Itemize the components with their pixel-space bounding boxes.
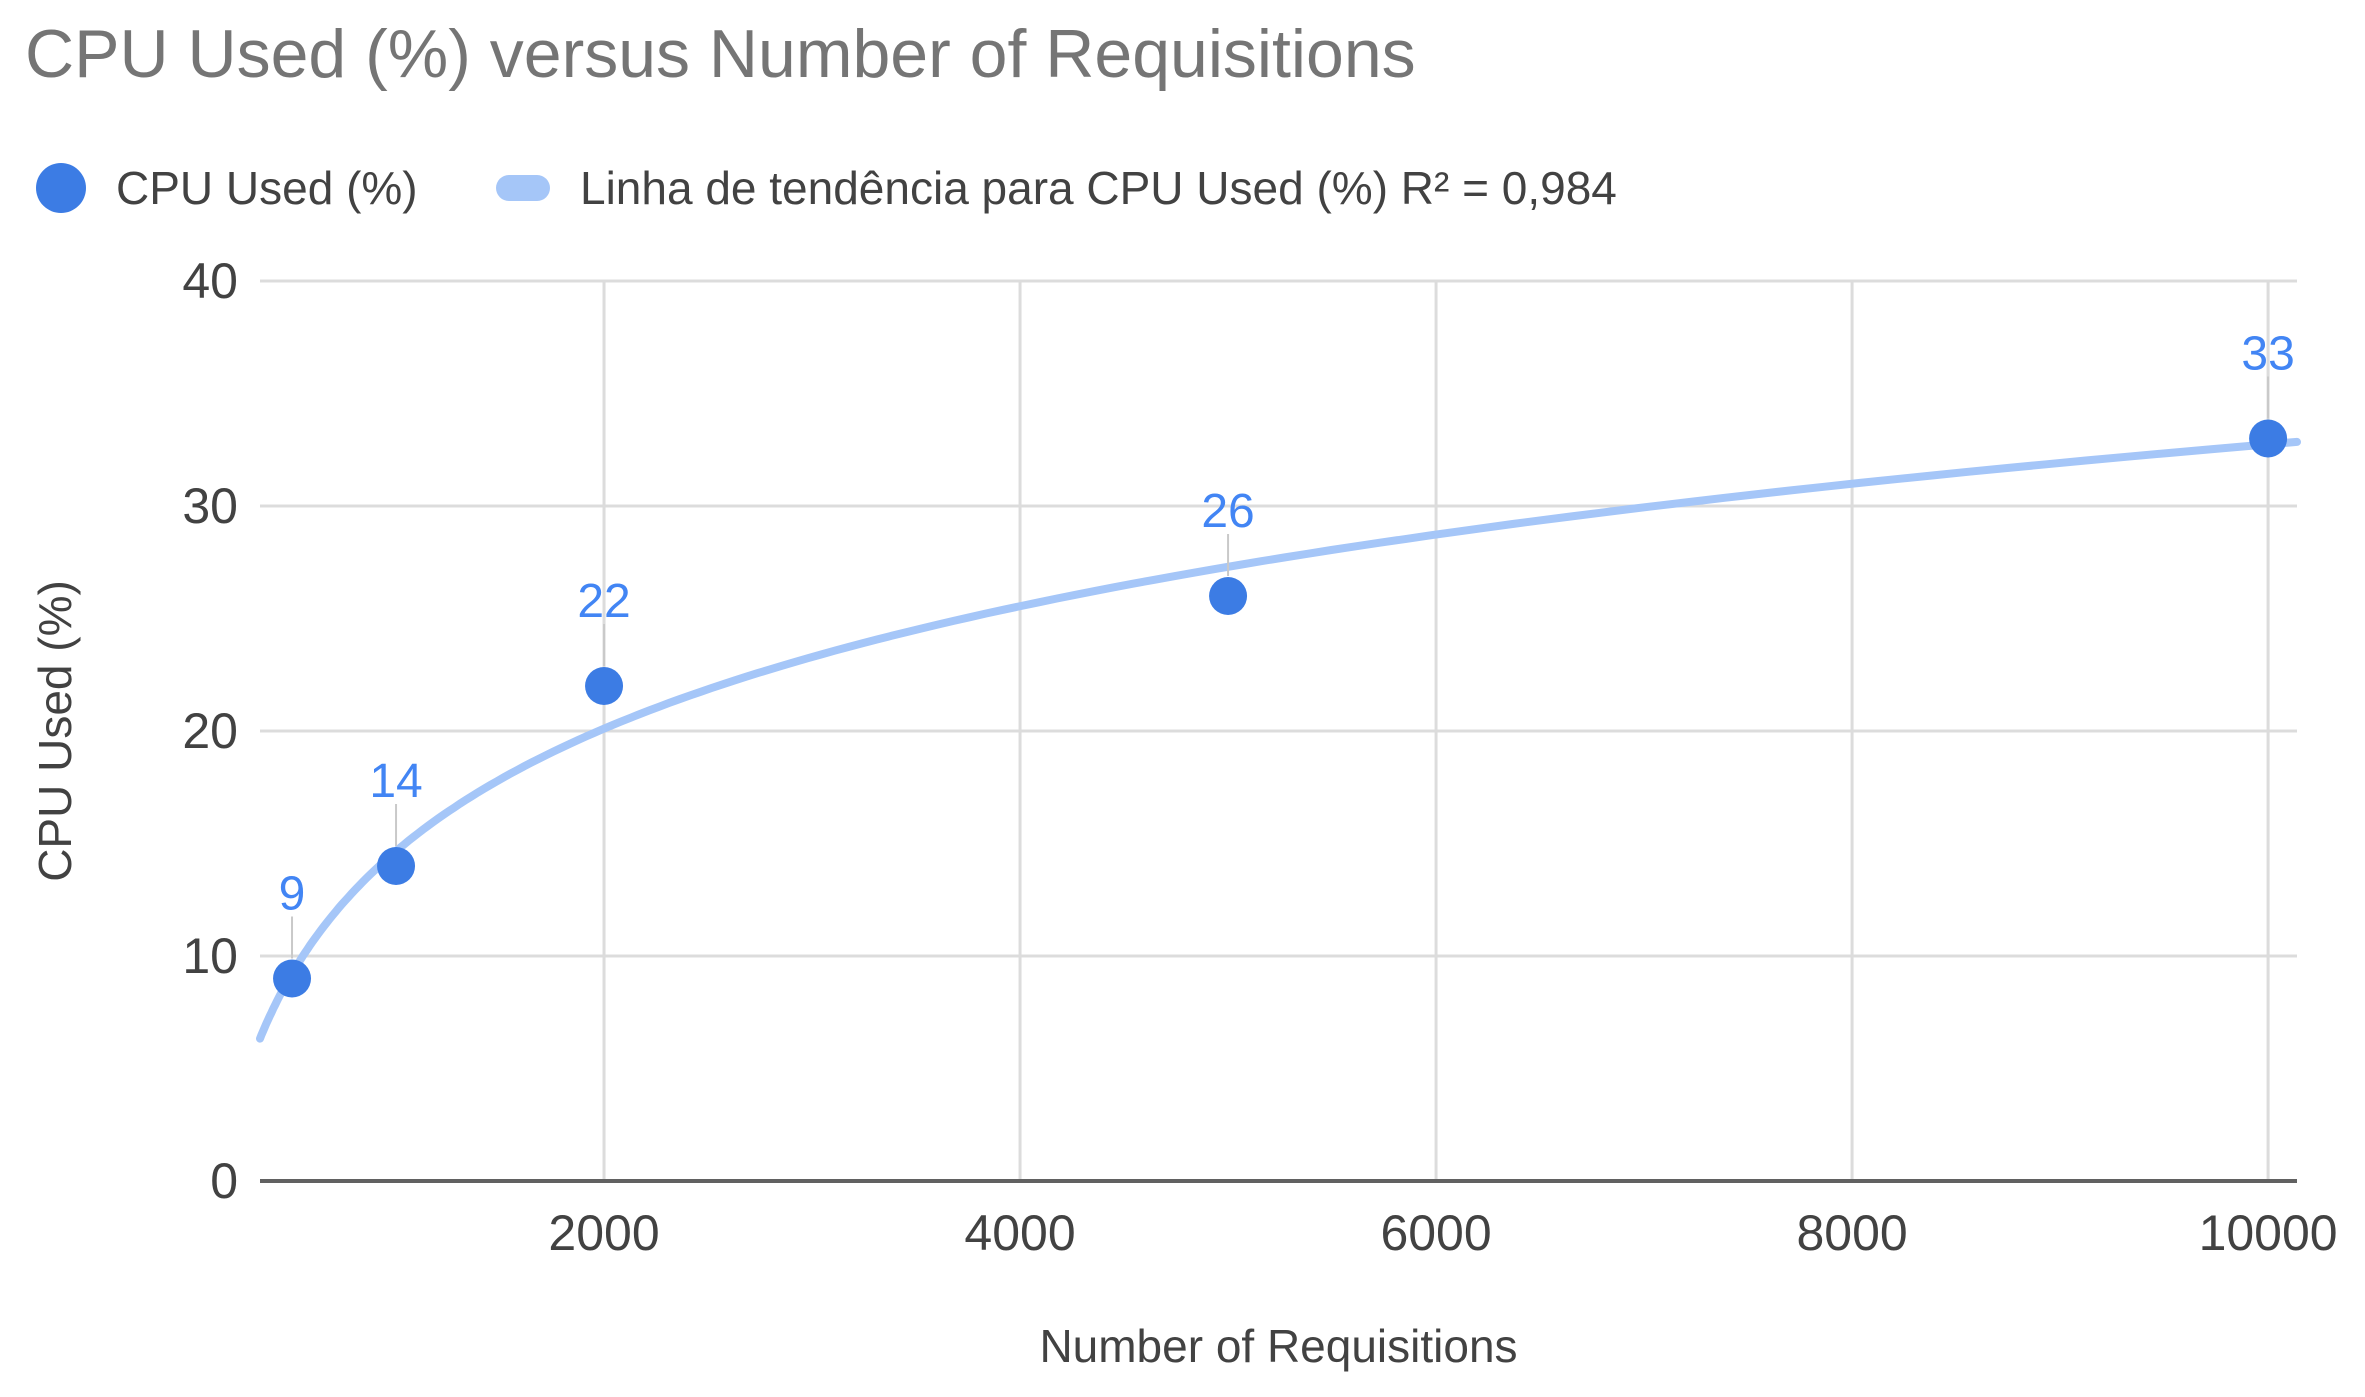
- data-point-label: 33: [2241, 328, 2294, 381]
- x-tick-label: 10000: [2199, 1205, 2338, 1261]
- y-tick-label: 10: [182, 928, 238, 984]
- y-tick-label: 20: [182, 703, 238, 759]
- data-point: [1209, 577, 1248, 615]
- legend-item-trendline: Linha de tendência para CPU Used (%) R² …: [496, 160, 1617, 216]
- data-point-label: 22: [577, 575, 630, 628]
- x-tick-label: 8000: [1796, 1205, 1907, 1261]
- data-point: [585, 667, 624, 705]
- y-tick-label: 0: [210, 1153, 238, 1209]
- x-tick-label: 2000: [548, 1205, 659, 1261]
- data-point-label: 26: [1201, 485, 1254, 538]
- y-gridlines-and-ticks: 0 10 20 30 40: [182, 253, 2297, 1209]
- y-tick-label: 40: [182, 253, 238, 309]
- data-point: [2249, 419, 2288, 458]
- legend-trendline-label: Linha de tendência para CPU Used (%) R² …: [580, 162, 1617, 214]
- legend-item-series: CPU Used (%): [36, 160, 418, 216]
- legend: CPU Used (%) Linha de tendência para CPU…: [0, 160, 2365, 216]
- series-swatch-icon: [36, 163, 86, 213]
- y-tick-label: 30: [182, 478, 238, 534]
- x-axis-title: Number of Requisitions: [1039, 1320, 1517, 1372]
- x-tick-label: 6000: [1380, 1205, 1491, 1261]
- series-points: 9 14 22 26 33: [273, 328, 2295, 998]
- data-point-label: 9: [279, 868, 306, 921]
- chart-title: CPU Used (%) versus Number of Requisitio…: [25, 16, 1416, 92]
- trendline-swatch-icon: [496, 175, 550, 201]
- data-point: [377, 847, 416, 885]
- x-tick-label: 4000: [964, 1205, 1075, 1261]
- trendline-path: [256, 437, 2301, 1043]
- data-point: [273, 959, 312, 998]
- y-axis-title: CPU Used (%): [29, 580, 81, 882]
- x-gridlines-and-ticks: 2000 4000 6000 8000 10000: [548, 281, 2338, 1261]
- data-point-label: 14: [369, 755, 422, 808]
- legend-series-label: CPU Used (%): [116, 162, 418, 214]
